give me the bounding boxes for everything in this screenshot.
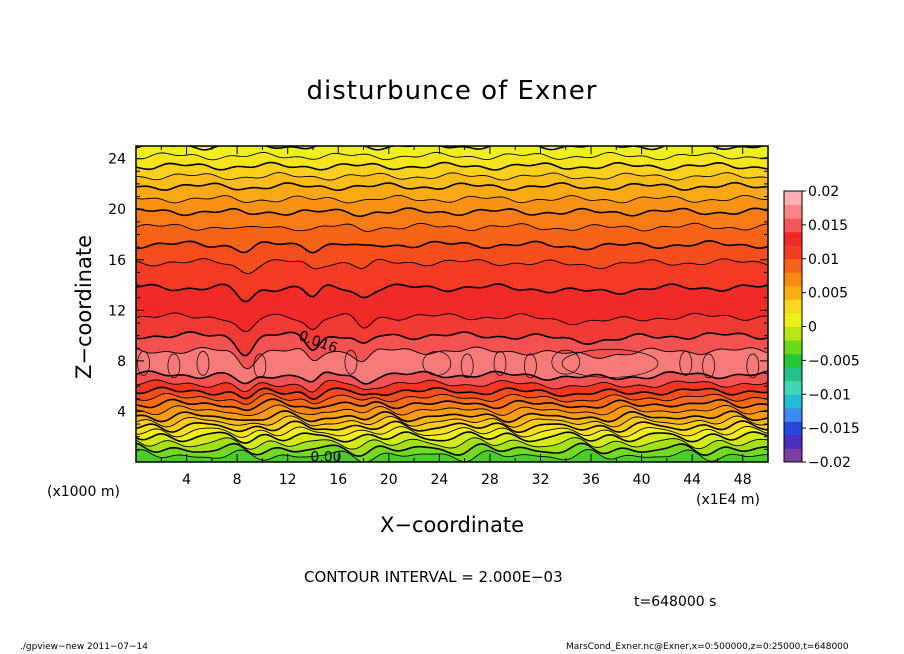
colorbar-label: 0.02 [808, 184, 839, 200]
contour-line-22 [136, 194, 768, 204]
contour-line-15 [136, 331, 768, 357]
contour-blob [460, 353, 474, 379]
contour-line-25 [136, 161, 768, 171]
y-tick-label: 8 [117, 354, 126, 370]
contour-blob [253, 353, 267, 379]
colorbar-swatch [784, 421, 802, 436]
contour-line-17 [136, 283, 768, 303]
contour-line-14 [136, 346, 768, 370]
chart-title: disturbunce of Exner [306, 76, 598, 106]
colorbar-swatch [784, 285, 802, 300]
colorbar-label: −0.005 [808, 353, 860, 369]
colorbar-swatch [784, 434, 802, 449]
contour-line-2 [136, 437, 768, 450]
contour-lines [136, 146, 768, 462]
contour-line-7 [136, 410, 768, 423]
x-tick-label: 12 [279, 472, 297, 488]
colorbar-label: −0.01 [808, 387, 851, 403]
x-tick-label: 20 [380, 472, 398, 488]
x-tick-label: 32 [532, 472, 550, 488]
colorbar-swatch [784, 407, 802, 422]
contour-line-4 [136, 425, 768, 438]
contour-blob [551, 349, 581, 375]
contour-line-20 [136, 222, 768, 232]
x-tick-label: 48 [734, 472, 752, 488]
contour-interval-note: CONTOUR INTERVAL = 2.000E−03 [304, 568, 563, 586]
x-tick-label: 8 [233, 472, 242, 488]
contour-line-21 [136, 207, 768, 218]
colorbar-swatch [784, 204, 802, 219]
colorbar: 0.02 0.015 0.01 0.005 0 −0.005 −0.01 −0.015 −0.0… [783, 184, 860, 471]
colorbar-swatch [784, 448, 802, 463]
contour-label-000: 0.00 [310, 449, 341, 465]
contour-blob [196, 351, 210, 376]
x-tick-label: 16 [329, 472, 347, 488]
x-unit-right: (x1E4 m) [696, 492, 760, 508]
contour-line-3 [136, 431, 768, 444]
y-axis-label: Z−coordinate [72, 235, 96, 379]
colorbar-swatch [784, 312, 802, 327]
colorbar-swatch [784, 231, 802, 246]
colorbar-swatch [784, 353, 802, 368]
colorbar-swatch [784, 258, 802, 273]
contour-line-13 [136, 370, 768, 385]
colorbar-label: −0.02 [808, 455, 851, 471]
y-tick-label: 24 [108, 152, 126, 168]
contour-blob [702, 353, 715, 379]
y-tick-label: 12 [108, 303, 126, 319]
contour-blob [524, 353, 537, 379]
x-tick-label: 36 [582, 472, 600, 488]
colorbar-label: 0.005 [808, 286, 848, 302]
colorbar-swatch [784, 218, 802, 233]
colorbar-label: −0.015 [808, 421, 860, 437]
contour-line-5 [136, 420, 768, 434]
colorbar-label: 0.015 [808, 218, 848, 234]
contour-line-16 [136, 312, 768, 333]
plot-frame [135, 145, 769, 463]
time-label: t=648000 s [634, 594, 717, 610]
contour-blob [167, 353, 181, 379]
contour-line-6 [136, 415, 768, 428]
x-tick-label: 28 [481, 472, 499, 488]
contour-line-10 [136, 393, 768, 405]
footer-right: MarsCond_Exner.nc@Exner,x=0:500000,z=0:2… [566, 642, 849, 652]
colorbar-swatch [784, 340, 802, 355]
colorbar-swatch [784, 299, 802, 314]
contour-line-12 [136, 379, 768, 393]
x-axis-label: X−coordinate [380, 513, 524, 537]
colorbar-swatch [784, 191, 802, 206]
y-tick-label: 16 [108, 253, 126, 269]
x-tick-label: 4 [182, 472, 191, 488]
contour-line-0 [136, 449, 768, 462]
y-tick-label: 4 [117, 404, 126, 420]
contour-line-1 [136, 442, 768, 457]
contour-line-23 [136, 181, 768, 192]
colorbar-swatch [784, 367, 802, 382]
contour-line-18 [136, 258, 768, 275]
x-unit-left: (x1000 m) [47, 484, 120, 500]
colorbar-swatch [784, 245, 802, 260]
x-tick-label: 24 [430, 472, 448, 488]
colorbar-swatch [784, 394, 802, 409]
colorbar-swatch [784, 272, 802, 287]
contour-line-11 [136, 386, 768, 401]
colorbar-label: 0.01 [808, 252, 839, 268]
footer-left: ./gpview−new 2011−07−14 [20, 642, 148, 652]
contour-line-24 [136, 172, 768, 181]
contour-line-19 [136, 240, 768, 254]
colorbar-swatch [784, 380, 802, 395]
contour-blob [344, 349, 358, 375]
contour-line-26 [136, 151, 768, 161]
contour-blob [746, 353, 760, 379]
x-tick-label: 40 [633, 472, 651, 488]
x-tick-label: 44 [683, 472, 701, 488]
colorbar-swatch [784, 326, 802, 341]
contour-line-8 [136, 404, 768, 417]
contour-blob [493, 351, 507, 376]
y-tick-label: 20 [108, 202, 126, 218]
contour-line-9 [136, 398, 768, 412]
colorbar-label: 0 [808, 320, 817, 336]
